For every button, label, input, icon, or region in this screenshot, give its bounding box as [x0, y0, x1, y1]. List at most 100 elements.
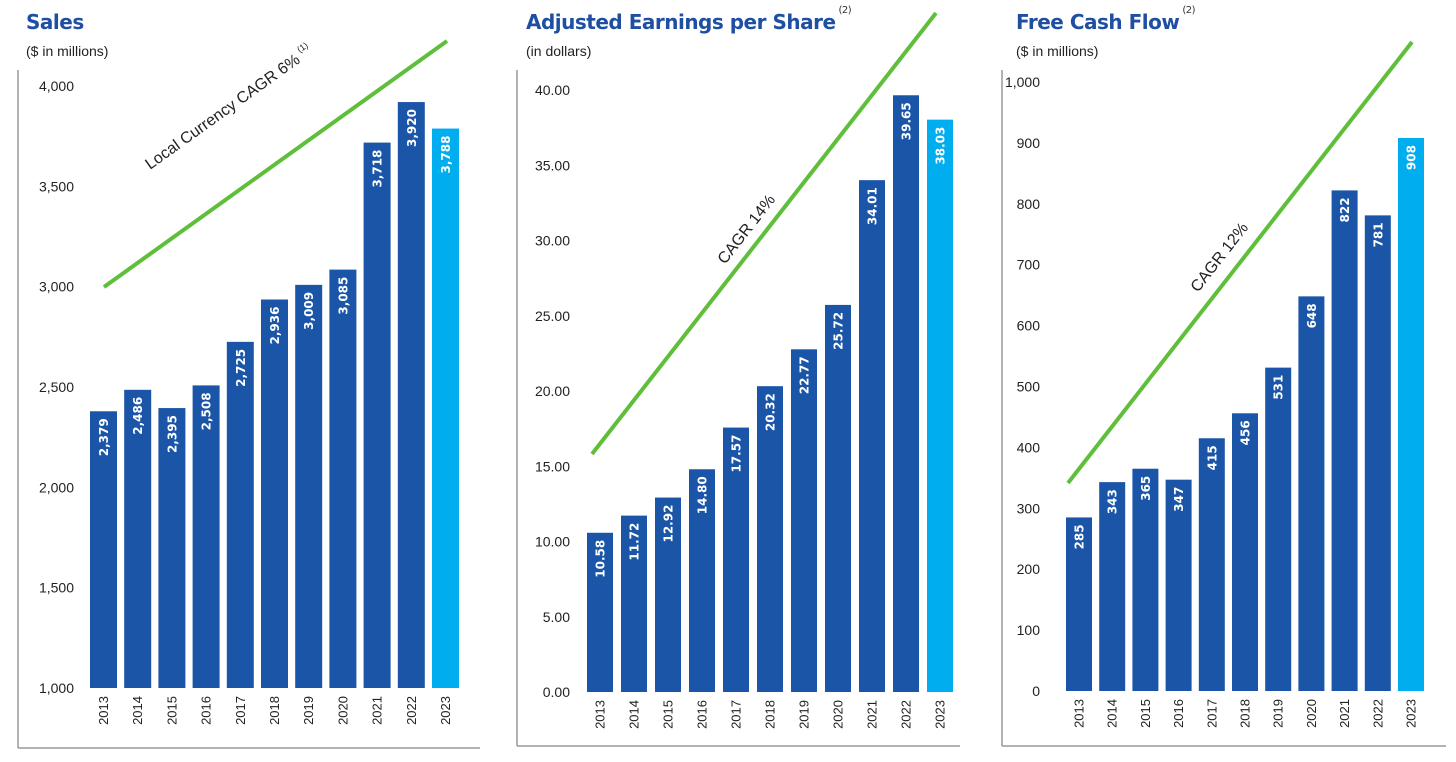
- data-label: 11.72: [628, 523, 642, 561]
- x-tick-label: 2016: [1171, 699, 1186, 728]
- y-tick-label: 100: [1017, 622, 1041, 638]
- data-label: 2,725: [234, 349, 248, 387]
- cagr-footnote: (1): [295, 40, 310, 55]
- y-tick-label: 800: [1017, 196, 1041, 212]
- x-tick-label: 2015: [1138, 699, 1153, 728]
- x-tick-label: 2022: [404, 696, 419, 725]
- chart-subtitle: ($ in millions): [1016, 43, 1099, 59]
- eps-chart-panel: Adjusted Earnings per Share (2) (in dolla…: [500, 0, 990, 762]
- data-label: 10.58: [594, 540, 608, 578]
- y-tick-label: 300: [1017, 500, 1041, 516]
- y-tick-label: 3,000: [39, 279, 74, 295]
- chart-subtitle: (in dollars): [526, 43, 592, 59]
- bar: [1066, 517, 1092, 691]
- data-label: 648: [1305, 303, 1319, 328]
- y-tick-label: 900: [1017, 135, 1041, 151]
- data-label: 39.65: [900, 102, 914, 140]
- y-tick-label: 0: [1032, 683, 1040, 699]
- bar: [261, 299, 288, 688]
- bar: [1099, 482, 1126, 691]
- bar: [655, 497, 681, 692]
- x-tick-label: 2018: [267, 696, 282, 725]
- data-label: 531: [1272, 375, 1286, 400]
- x-tick-label: 2023: [933, 700, 948, 729]
- x-tick-label: 2021: [865, 700, 880, 729]
- data-label: 285: [1073, 524, 1087, 549]
- bar: [432, 128, 459, 689]
- x-tick-label: 2013: [593, 700, 608, 729]
- bar: [90, 411, 117, 688]
- cagr-trend-line: [1066, 40, 1414, 485]
- x-tick-label: 2013: [96, 696, 111, 725]
- y-tick-label: 10.00: [535, 534, 570, 550]
- y-tick-label: 500: [1017, 379, 1041, 395]
- data-label: 2,395: [165, 415, 179, 453]
- y-tick-label: 600: [1017, 318, 1041, 334]
- data-label: 2,379: [97, 418, 111, 456]
- data-label: 822: [1338, 197, 1352, 222]
- y-tick-label: 40.00: [535, 82, 570, 98]
- x-tick-label: 2017: [729, 700, 744, 729]
- x-tick-label: 2013: [1072, 699, 1087, 728]
- data-label: 456: [1239, 420, 1253, 445]
- chart-title: Adjusted Earnings per Share (2): [526, 5, 852, 34]
- data-label: 2,486: [131, 397, 145, 435]
- bar: [397, 102, 425, 688]
- title-footnote: (2): [1182, 5, 1196, 17]
- x-tick-label: 2015: [661, 700, 676, 729]
- y-tick-label: 25.00: [535, 308, 570, 324]
- x-tick-label: 2019: [1271, 699, 1286, 728]
- y-tick-label: 2,000: [39, 479, 74, 495]
- bar: [329, 269, 357, 688]
- bar: [1398, 138, 1424, 691]
- y-tick-label: 3,500: [39, 178, 74, 194]
- x-tick-label: 2020: [1304, 699, 1319, 728]
- y-tick-label: 200: [1017, 561, 1041, 577]
- bar: [1364, 215, 1391, 691]
- bar: [1198, 438, 1225, 691]
- x-tick-label: 2022: [1370, 699, 1385, 728]
- data-label: 14.80: [696, 476, 710, 514]
- x-tick-label: 2017: [233, 696, 248, 725]
- y-tick-label: 30.00: [535, 233, 570, 249]
- chart-title: Free Cash Flow (2): [1016, 5, 1196, 34]
- data-label: 781: [1371, 222, 1385, 247]
- bar: [927, 119, 953, 692]
- x-tick-label: 2020: [831, 700, 846, 729]
- x-tick-label: 2015: [164, 696, 179, 725]
- bar: [1132, 468, 1159, 691]
- y-tick-label: 4,000: [39, 78, 74, 94]
- bar: [859, 180, 885, 692]
- cagr-trend-line: [102, 39, 449, 289]
- data-label: 415: [1205, 445, 1219, 470]
- y-tick-label: 15.00: [535, 458, 570, 474]
- bar: [621, 515, 647, 692]
- y-tick-label: 5.00: [543, 609, 570, 625]
- y-tick-label: 2,500: [39, 379, 74, 395]
- bar: [825, 304, 851, 692]
- data-label: 12.92: [662, 505, 676, 543]
- data-label: 3,009: [302, 292, 316, 330]
- x-tick-label: 2017: [1204, 699, 1219, 728]
- data-label: 3,085: [336, 277, 350, 315]
- x-tick-label: 2023: [1404, 699, 1419, 728]
- x-tick-label: 2021: [1337, 699, 1352, 728]
- bar: [1331, 190, 1358, 692]
- data-label: 2,508: [200, 392, 214, 430]
- bar: [689, 469, 715, 692]
- y-tick-label: 700: [1017, 257, 1041, 273]
- data-label: 38.03: [934, 127, 948, 165]
- x-tick-label: 2023: [438, 696, 453, 725]
- x-tick-label: 2021: [370, 696, 385, 725]
- bar: [1232, 413, 1258, 691]
- data-label: 2,936: [268, 307, 282, 345]
- chart-title: Sales: [26, 10, 84, 34]
- data-label: 908: [1405, 145, 1419, 170]
- chart-subtitle: ($ in millions): [26, 43, 109, 59]
- bar: [226, 341, 254, 688]
- data-label: 20.32: [764, 393, 778, 431]
- cagr-trend-line: [590, 11, 938, 456]
- y-tick-label: 20.00: [535, 383, 570, 399]
- data-label: 25.72: [832, 312, 846, 350]
- x-tick-label: 2014: [627, 700, 642, 729]
